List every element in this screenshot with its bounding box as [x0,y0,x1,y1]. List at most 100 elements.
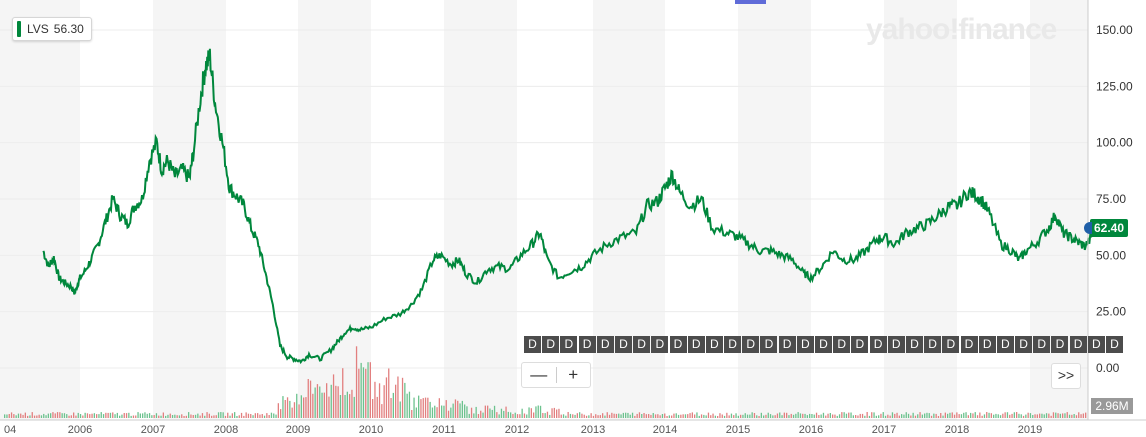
volume-bar [965,412,967,418]
volume-bar [305,397,307,418]
volume-bar [684,414,687,418]
dividend-marker[interactable]: D [705,336,723,353]
volume-bar [822,412,825,418]
volume-bar [174,414,176,418]
volume-bar [650,414,652,418]
dividend-marker[interactable]: D [887,336,905,353]
dividend-marker[interactable]: D [942,336,960,353]
dividend-marker[interactable]: D [1087,336,1105,353]
volume-bar [901,414,903,418]
dividend-marker[interactable]: D [724,336,742,353]
volume-bar [420,399,422,418]
volume-bar [514,412,516,418]
volume-bar [714,415,716,418]
volume-bar [383,385,385,418]
volume-bar [31,412,33,418]
volume-bar [277,403,279,418]
dividend-marker[interactable]: D [1069,336,1087,353]
volume-bar [36,415,38,418]
volume-bar [618,413,620,418]
dividend-marker[interactable]: D [960,336,978,353]
volume-bar [151,415,153,418]
dividend-marker[interactable]: D [1033,336,1051,353]
dividend-marker[interactable]: D [815,336,832,353]
volume-bar [286,397,289,418]
volume-bar [829,413,831,418]
volume-bar [487,405,489,418]
dividend-marker[interactable]: D [833,336,851,353]
volume-bar [52,412,54,418]
dividend-marker[interactable]: D [578,336,596,353]
volume-bar [289,400,291,418]
volume-bar [581,413,583,418]
volume-bar [413,397,415,418]
year-band [298,0,371,420]
volume-bar [611,412,613,418]
volume-bar [79,414,82,418]
volume-bar [884,415,887,418]
volume-bar [466,406,468,418]
volume-bar [576,413,578,418]
volume-bar [1050,415,1052,418]
dividend-marker[interactable]: D [542,336,560,353]
volume-bar [153,415,155,418]
volume-bar [907,413,910,418]
year-band [0,0,80,420]
volume-bar [896,412,898,418]
dividend-marker[interactable]: D [1051,336,1069,353]
volume-bar [464,404,466,418]
zoom-in-button[interactable]: + [568,365,579,384]
dividend-marker[interactable]: D [633,336,651,353]
scroll-right-button[interactable]: >> [1051,363,1081,389]
dividend-marker[interactable]: D [869,336,887,353]
dividend-marker[interactable]: D [524,336,541,353]
dividend-marker[interactable]: D [978,336,996,353]
dividend-marker[interactable]: D [669,336,687,353]
volume-bar [505,406,507,418]
volume-bar [592,415,595,418]
volume-bar [728,415,730,418]
volume-bar [574,414,576,418]
volume-bar [415,407,417,418]
dividend-marker[interactable]: D [1015,336,1033,353]
dividend-marker[interactable]: D [687,336,705,353]
volume-bar [703,414,705,418]
volume-bar [43,413,45,418]
volume-bar [167,414,169,418]
volume-bar [319,386,321,418]
volume-bar [1073,414,1075,418]
dividend-marker[interactable]: D [742,336,760,353]
dividend-marker[interactable]: D [796,336,814,353]
year-band [153,0,226,420]
dividend-marker[interactable]: D [596,336,614,353]
dividend-marker[interactable]: D [1106,336,1123,353]
dividend-marker[interactable]: D [924,336,942,353]
volume-bar [252,415,254,418]
volume-bar [786,412,788,418]
volume-bar [687,414,689,418]
volume-bar [61,413,63,418]
dividend-marker[interactable]: D [851,336,869,353]
dividend-marker[interactable]: D [760,336,778,353]
volume-bar [234,412,236,418]
dividend-marker[interactable]: D [651,336,669,353]
volume-bar [1006,412,1009,418]
dividend-marker[interactable]: D [560,336,578,353]
volume-bar [606,412,608,418]
volume-bar [489,408,491,418]
legend-symbol: LVS [27,22,49,36]
volume-bar [194,414,197,418]
dividend-marker[interactable]: D [778,336,796,353]
dividend-marker[interactable]: D [905,336,923,353]
volume-bar [119,415,121,418]
volume-bar [434,405,436,418]
volume-bar [512,414,514,418]
dividend-marker[interactable]: D [996,336,1014,353]
dividend-marker[interactable]: D [614,336,632,353]
volume-bar [496,412,498,418]
zoom-out-button[interactable]: — [530,365,548,384]
volume-bar [441,405,443,418]
volume-bar [516,414,519,418]
volume-bar [597,415,599,418]
legend-chip[interactable]: LVS 56.30 [12,17,92,41]
